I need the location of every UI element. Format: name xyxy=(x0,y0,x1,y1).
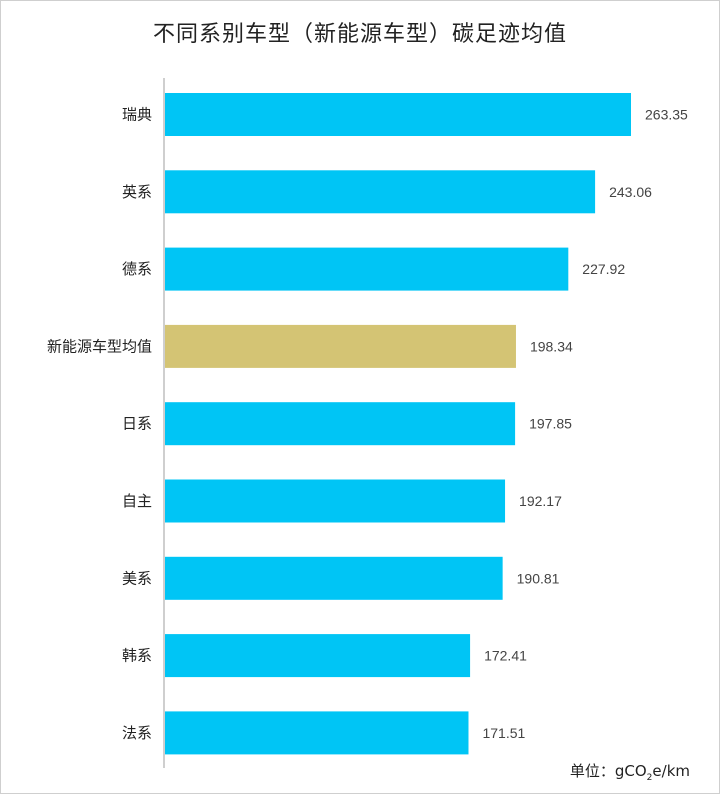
unit-value: gCO xyxy=(614,762,647,780)
unit-suffix: e/km xyxy=(652,762,690,780)
value-label: 198.34 xyxy=(530,338,573,354)
value-label: 263.35 xyxy=(645,107,688,123)
unit-prefix: 单位： xyxy=(569,762,615,780)
bar-2 xyxy=(165,247,569,291)
bar-5 xyxy=(165,479,506,523)
unit-subscript: 2 xyxy=(646,773,653,783)
bar-3 xyxy=(165,324,516,368)
category-label: 法系 xyxy=(122,724,152,742)
chart-title: 不同系别车型（新能源车型）碳足迹均值 xyxy=(152,22,567,47)
bar-7 xyxy=(165,634,471,678)
category-label: 日系 xyxy=(122,415,152,433)
category-label: 自主 xyxy=(122,492,152,510)
category-label: 韩系 xyxy=(122,647,152,665)
category-label: 美系 xyxy=(122,569,152,587)
category-label: 瑞典 xyxy=(122,106,152,124)
value-label: 171.51 xyxy=(482,725,525,741)
category-label: 德系 xyxy=(122,260,152,278)
value-label: 243.06 xyxy=(609,184,652,200)
bar-6 xyxy=(165,556,503,600)
bar-4 xyxy=(165,402,516,446)
unit-label: 单位：gCO2e/km xyxy=(570,760,690,783)
value-label: 192.17 xyxy=(519,493,562,509)
value-label: 227.92 xyxy=(582,261,625,277)
category-label: 新能源车型均值 xyxy=(47,337,152,355)
value-label: 190.81 xyxy=(517,570,560,586)
bar-1 xyxy=(165,170,596,214)
category-label: 英系 xyxy=(122,183,152,201)
bar-8 xyxy=(165,711,469,755)
value-label: 172.41 xyxy=(484,648,527,664)
value-label: 197.85 xyxy=(529,416,572,432)
bar-0 xyxy=(165,93,631,136)
